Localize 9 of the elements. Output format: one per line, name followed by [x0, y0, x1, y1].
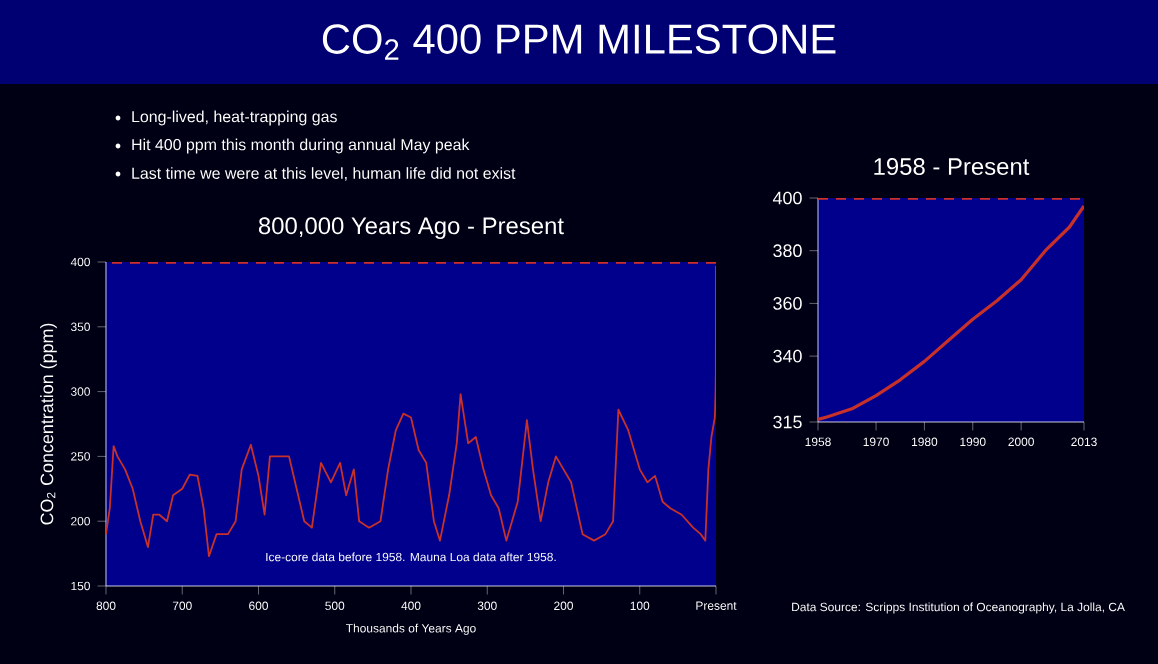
y-tick-label: 360: [773, 297, 802, 310]
chart-title: 800,000 Years Ago - Present: [258, 217, 564, 240]
y-axis-title: CO$_{2}$ Concentration (ppm): [40, 323, 57, 525]
y-tick-label: 400: [772, 191, 802, 205]
chart-title: 1958 - Present: [874, 158, 1030, 175]
text: CO$_{2}$ 400 PPM MILESTONE: [322, 24, 836, 60]
y-tick-label: 380: [773, 244, 802, 258]
y-tick-label: 340: [773, 349, 802, 363]
y-tick-label: 315: [773, 415, 802, 429]
